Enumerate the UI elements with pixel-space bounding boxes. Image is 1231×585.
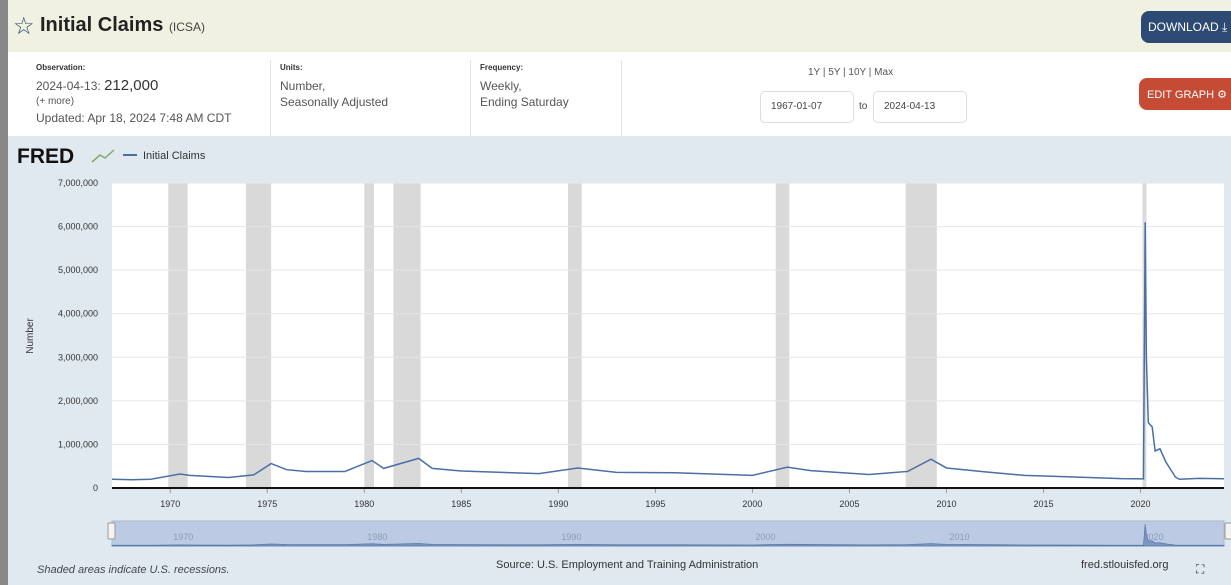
x-tick-label: 2010	[936, 499, 956, 509]
divider	[470, 60, 471, 136]
units-value-2: Seasonally Adjusted	[280, 95, 389, 109]
frequency-value-2: Ending Saturday	[480, 95, 569, 109]
navigator	[111, 520, 1225, 547]
recession-note: Shaded areas indicate U.S. recessions.	[37, 564, 230, 576]
download-button[interactable]: DOWNLOAD ⤓	[1141, 11, 1231, 43]
navigator-tick-label: 1990	[561, 532, 581, 542]
recession-band	[568, 183, 582, 488]
x-tick-label: 2000	[742, 499, 762, 509]
x-tick-label: 2015	[1034, 499, 1054, 509]
series-id: (ICSA)	[168, 20, 205, 34]
y-tick-label: 1,000,000	[58, 439, 98, 449]
navigator-series	[111, 524, 1225, 547]
y-tick-label: 5,000,000	[58, 265, 98, 275]
to-label: to	[859, 101, 868, 112]
series-line-initial-claims	[111, 222, 1225, 481]
units: Units: Number, Seasonally Adjusted	[280, 60, 388, 136]
frequency: Frequency: Weekly, Ending Saturday	[480, 60, 569, 136]
info-panel: Observation: 2024-04-13: 212,000 (+ more…	[8, 52, 1231, 136]
units-label: Units:	[280, 63, 303, 72]
recession-band	[905, 183, 937, 488]
y-tick-label: 7,000,000	[58, 178, 98, 188]
units-value-1: Number,	[280, 79, 326, 93]
navigator-tick-label: 1970	[173, 532, 193, 542]
x-tick-label: 2005	[839, 499, 859, 509]
fred-logo-chart-icon	[91, 149, 115, 163]
recession-band	[393, 183, 421, 488]
title-text: Initial Claims	[40, 14, 164, 36]
plot-area	[112, 183, 1224, 488]
y-axis-label: Number	[25, 318, 36, 354]
chart: FRED Initial Claims 0 1,000,000 2,000,000 3,0…	[17, 145, 1231, 547]
recession-band	[364, 183, 374, 488]
star-icon[interactable]: ☆	[13, 13, 35, 40]
x-tick-label: 1975	[257, 499, 277, 509]
start-date-input[interactable]: 1967-01-07	[760, 91, 854, 123]
recession-band	[168, 183, 188, 488]
x-tick-label: 1970	[160, 499, 180, 509]
header: ☆ Initial Claims (ICSA) DOWNLOAD ⤓	[8, 0, 1231, 52]
end-date-input[interactable]: 2024-04-13	[873, 91, 967, 123]
y-tick-label: 0	[93, 483, 98, 493]
navigator-right-handle[interactable]	[1224, 522, 1231, 540]
more-link[interactable]: (+ more)	[36, 96, 75, 107]
x-tick-label: 1980	[354, 499, 374, 509]
frequency-label: Frequency:	[480, 63, 524, 72]
y-tick-label: 3,000,000	[58, 352, 98, 362]
page-title: Initial Claims (ICSA)	[40, 14, 205, 37]
navigator-tick-label: 2020	[1144, 532, 1164, 542]
updated-text: Updated: Apr 18, 2024 7:48 AM CDT	[36, 111, 232, 125]
x-tick-label: 1995	[645, 499, 665, 509]
observation-label: Observation:	[36, 63, 86, 72]
edit-graph-button[interactable]: EDIT GRAPH ⚙	[1139, 78, 1231, 110]
x-tick-label: 2020	[1131, 499, 1151, 509]
navigator-tick-label: 1980	[367, 532, 387, 542]
observation: Observation: 2024-04-13: 212,000 (+ more…	[36, 60, 231, 136]
observation-date: 2024-04-13:	[36, 79, 101, 93]
fullscreen-icon[interactable]: ⛶	[1196, 562, 1205, 576]
x-tick-label: 1990	[548, 499, 568, 509]
navigator-tick-label: 2000	[755, 532, 775, 542]
divider	[270, 60, 271, 136]
x-tick-label: 1985	[451, 499, 471, 509]
download-label: DOWNLOAD	[1148, 20, 1219, 34]
legend-label: Initial Claims	[143, 150, 206, 162]
source-text: Source: U.S. Employment and Training Adm…	[496, 559, 759, 571]
frequency-value-1: Weekly,	[480, 79, 522, 93]
page: ☆ Initial Claims (ICSA) DOWNLOAD ⤓ Obser…	[8, 0, 1231, 585]
download-icon: ⤓	[1222, 20, 1228, 34]
navigator-left-handle[interactable]	[107, 522, 116, 540]
range-shortcuts[interactable]: 1Y | 5Y | 10Y | Max	[808, 67, 894, 78]
fred-logo: FRED	[17, 145, 74, 168]
y-tick-label: 6,000,000	[58, 222, 98, 232]
divider	[621, 60, 622, 136]
recession-band	[245, 183, 272, 488]
navigator-tick-label: 2010	[949, 532, 969, 542]
edit-label: EDIT GRAPH	[1147, 89, 1215, 101]
fred-url[interactable]: fred.stlouisfed.org	[1081, 559, 1169, 571]
recession-band	[775, 183, 790, 488]
y-tick-label: 2,000,000	[58, 396, 98, 406]
y-tick-label: 4,000,000	[58, 309, 98, 319]
observation-value: 212,000	[104, 77, 159, 94]
gear-icon: ⚙	[1217, 89, 1227, 101]
